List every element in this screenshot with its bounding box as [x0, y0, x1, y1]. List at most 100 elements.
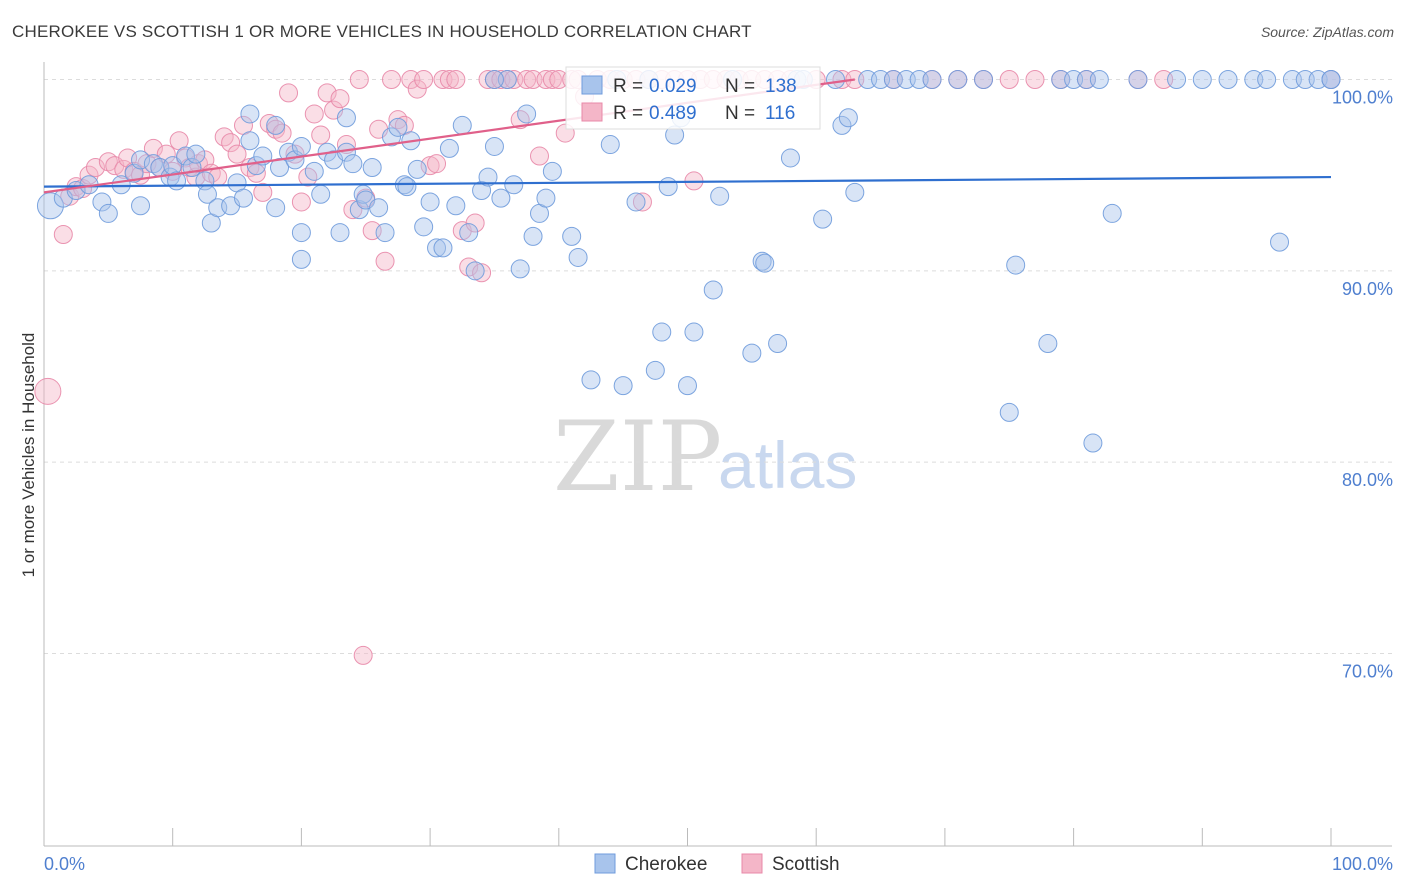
cherokee-point: [813, 209, 833, 229]
cherokee-point: [896, 70, 916, 89]
tick-labels: 70.0% 80.0% 90.0% 100.0% 0.0% 100.0%: [44, 88, 1393, 875]
scottish-point: [272, 123, 292, 143]
cherokee-point: [465, 261, 485, 281]
cherokee-point: [999, 402, 1019, 422]
cherokee-point: [1128, 70, 1148, 89]
cherokee-point: [1038, 334, 1058, 354]
scottish-point: [34, 377, 62, 405]
cherokee-point: [375, 223, 395, 243]
watermark-zip: ZIP: [553, 401, 722, 513]
bottom-legend-label-cherokee: Cherokee: [625, 854, 707, 875]
y-tick-label: 100.0%: [1332, 88, 1393, 108]
cherokee-point: [349, 200, 369, 220]
cherokee-point: [1006, 255, 1026, 275]
cherokee-point: [233, 188, 253, 208]
cherokee-point: [1218, 70, 1238, 89]
cherokee-point: [1321, 70, 1341, 89]
scottish-point: [491, 70, 511, 89]
scottish-point: [53, 224, 73, 244]
cherokee-point: [845, 182, 865, 202]
cherokee-point: [1064, 70, 1084, 89]
axes: [43, 62, 1392, 847]
legend-r-label-cherokee: R =: [613, 76, 643, 97]
scottish-point: [85, 158, 105, 178]
scottish-point: [1154, 70, 1174, 89]
cherokee-point: [414, 217, 434, 237]
scottish-point: [343, 200, 363, 220]
cherokee-point: [459, 223, 479, 243]
cherokee-point: [948, 70, 968, 89]
cherokee-point: [362, 158, 382, 178]
x-tick-label-min: 0.0%: [44, 854, 85, 874]
cherokee-point: [710, 186, 730, 206]
cherokee-point: [832, 115, 852, 135]
cherokee-point: [626, 192, 646, 212]
scottish-point: [253, 182, 273, 202]
scottish-point: [446, 70, 466, 89]
scottish-point: [375, 251, 395, 271]
legend-r-label-scottish: R =: [613, 103, 643, 124]
cherokee-point: [420, 192, 440, 212]
bottom-legend-swatch-cherokee: [594, 853, 616, 874]
cherokee-point: [909, 70, 929, 89]
chart-title: CHEROKEE VS SCOTTISH 1 OR MORE VEHICLES …: [12, 22, 752, 41]
cherokee-point: [1192, 70, 1212, 89]
cherokee-point: [658, 177, 678, 197]
cherokee-point: [240, 104, 260, 124]
cherokee-point: [1089, 70, 1109, 89]
scottish-point: [381, 70, 401, 89]
cherokee-point: [510, 259, 530, 279]
cherokee-point: [562, 226, 582, 246]
cherokee-point: [768, 334, 788, 354]
legend-n-label-scottish: N =: [725, 103, 755, 124]
series-legend: Cherokee Scottish: [594, 853, 840, 875]
cherokee-point: [703, 280, 723, 300]
scottish-point: [632, 192, 652, 212]
scottish-point: [246, 163, 266, 183]
legend-n-label-cherokee: N =: [725, 76, 755, 97]
cherokee-point: [1308, 70, 1328, 89]
cherokee-point: [974, 70, 994, 89]
scottish-point: [317, 83, 337, 103]
legend-r-value-cherokee: 0.029: [649, 76, 697, 97]
cherokee-point: [484, 136, 504, 156]
watermark-atlas: atlas: [718, 428, 857, 502]
cherokee-point: [98, 203, 118, 223]
cherokee-point: [407, 159, 427, 179]
cherokee-point: [369, 198, 389, 218]
legend-r-value-scottish: 0.489: [649, 103, 697, 124]
cherokee-point: [381, 127, 401, 147]
cherokee-point: [922, 70, 942, 89]
scottish-point: [529, 146, 549, 166]
cherokee-point: [336, 108, 356, 128]
scottish-point: [542, 70, 562, 89]
legend-n-value-cherokee: 138: [765, 76, 797, 97]
scottish-point: [439, 70, 459, 89]
cherokee-point: [826, 70, 846, 89]
scottish-point: [1025, 70, 1045, 89]
cherokee-point: [1257, 70, 1277, 89]
cherokee-point: [652, 322, 672, 342]
cherokee-point: [186, 144, 206, 164]
cherokee-point: [1167, 70, 1187, 89]
cherokee-point: [536, 188, 556, 208]
cherokee-point: [427, 238, 447, 258]
cherokee-point: [92, 192, 112, 212]
cherokee-point: [780, 148, 800, 168]
cherokee-point: [517, 104, 537, 124]
source-credit: Source: ZipAtlas.com: [1260, 24, 1394, 40]
data-points: [34, 70, 1341, 665]
scottish-point: [227, 144, 247, 164]
scottish-point: [401, 70, 421, 89]
scottish-point: [407, 79, 427, 99]
cherokee-point: [131, 196, 151, 216]
scottish-point: [311, 125, 331, 145]
cherokee-point: [266, 198, 286, 218]
cherokee-point: [581, 370, 601, 390]
scottish-point: [433, 70, 453, 89]
cherokee-point: [397, 177, 417, 197]
cherokee-point: [742, 343, 762, 363]
cherokee-point: [240, 131, 260, 151]
cherokee-point: [36, 192, 64, 220]
cherokee-point: [266, 115, 286, 135]
